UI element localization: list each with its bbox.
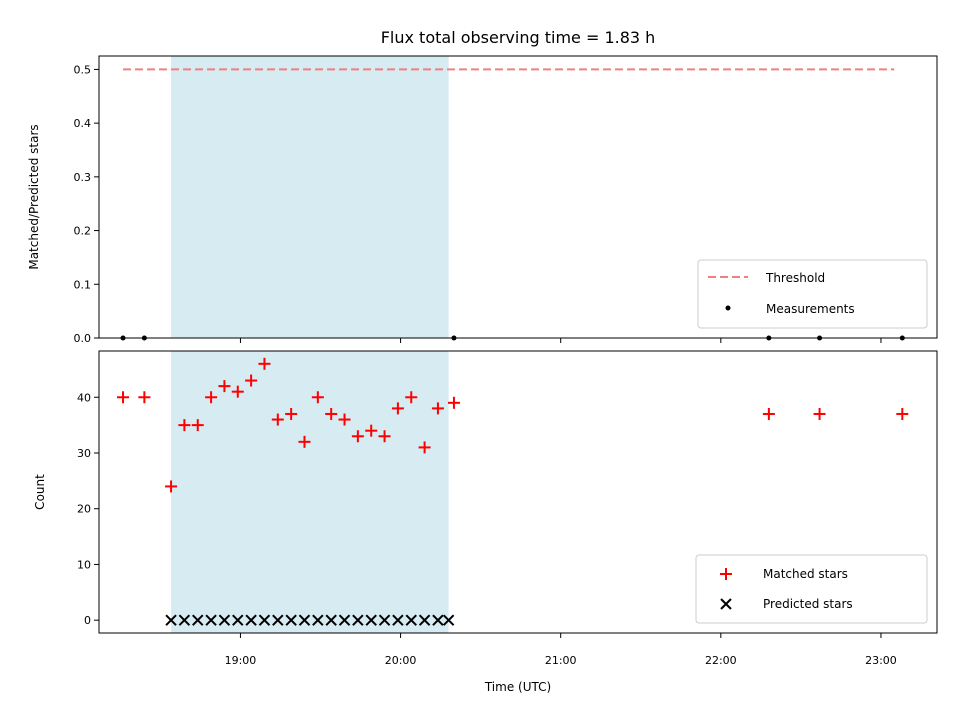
bottom-legend: Matched stars Predicted stars xyxy=(695,554,928,624)
chart-title: Flux total observing time = 1.83 h xyxy=(381,28,656,47)
legend-matched-label: Matched stars xyxy=(763,567,848,581)
y-tick-label: 30 xyxy=(77,447,91,460)
x-tick-label: 22:00 xyxy=(705,654,737,667)
y-tick-label: 0.3 xyxy=(74,171,92,184)
matched-star-point xyxy=(431,402,444,415)
predicted-star-point xyxy=(178,614,191,626)
matched-star-point xyxy=(245,374,258,387)
predicted-star-point xyxy=(365,614,377,626)
top-legend: Threshold Measurements xyxy=(697,259,928,329)
matched-star-point xyxy=(191,419,204,432)
bottom-legend-box xyxy=(695,554,928,624)
predicted-star-point xyxy=(392,614,404,626)
matched-star-point xyxy=(351,430,364,443)
y-tick-label: 40 xyxy=(77,391,91,404)
top-y-ticks: 0.0 0.1 0.2 0.3 0.4 0.5 xyxy=(74,63,99,345)
top-y-axis-label: Matched/Predicted stars xyxy=(27,124,41,269)
predicted-star-point xyxy=(258,614,271,626)
legend-measurements-label: Measurements xyxy=(766,302,855,316)
matched-star-point xyxy=(165,480,178,493)
y-tick-label: 0.4 xyxy=(74,117,92,130)
matched-star-point xyxy=(231,385,244,398)
matched-star-point xyxy=(338,413,351,426)
y-tick-label: 10 xyxy=(77,558,91,571)
bottom-x-ticks: 19:00 20:00 21:00 22:00 23:00 xyxy=(225,633,897,667)
predicted-star-point xyxy=(442,614,455,626)
predicted-star-point xyxy=(378,614,391,626)
legend-threshold-label: Threshold xyxy=(765,271,825,285)
matched-star-point xyxy=(117,391,130,404)
predicted-star-point xyxy=(338,614,351,626)
matched-star-point xyxy=(813,407,826,420)
predicted-star-point xyxy=(205,614,217,626)
matched-star-point xyxy=(325,407,338,420)
legend-measurements-swatch xyxy=(725,305,731,311)
matched-star-point xyxy=(378,430,391,443)
predicted-star-point xyxy=(405,614,417,626)
y-tick-label: 0.0 xyxy=(74,332,92,345)
matched-star-point xyxy=(258,357,271,370)
y-tick-label: 0.5 xyxy=(74,63,92,76)
y-tick-label: 20 xyxy=(77,503,91,516)
y-tick-label: 0.2 xyxy=(74,225,92,238)
predicted-star-point xyxy=(232,614,244,626)
predicted-star-point xyxy=(352,614,364,626)
legend-predicted-label: Predicted stars xyxy=(763,597,853,611)
predicted-star-point xyxy=(272,614,284,626)
x-tick-label: 21:00 xyxy=(545,654,577,667)
y-tick-label: 0.1 xyxy=(74,278,92,291)
y-tick-label: 0 xyxy=(84,614,91,627)
x-tick-label: 20:00 xyxy=(385,654,417,667)
matched-star-point xyxy=(311,391,324,404)
matched-star-point xyxy=(896,407,909,420)
bottom-panel: 0 10 20 30 40 19:00 20:00 21:00 22:00 23:00 Coun… xyxy=(33,350,938,694)
predicted-star-point xyxy=(432,614,444,626)
bottom-y-ticks: 0 10 20 30 40 xyxy=(77,391,99,627)
bottom-axes-frame xyxy=(98,350,938,634)
matched-star-point xyxy=(285,407,298,420)
top-legend-box xyxy=(697,259,928,329)
predicted-star-point xyxy=(192,614,204,626)
predicted-star-point xyxy=(285,614,297,626)
predicted-star-point xyxy=(165,614,177,626)
matched-star-point xyxy=(298,435,311,448)
matched-star-point xyxy=(447,396,460,409)
matched-star-point xyxy=(205,391,218,404)
x-axis-label: Time (UTC) xyxy=(484,680,551,694)
matched-star-point xyxy=(405,391,418,404)
matched-star-point xyxy=(391,402,404,415)
bottom-shaded-interval xyxy=(171,351,449,633)
matched-star-point xyxy=(218,380,231,393)
predicted-star-point xyxy=(325,614,337,626)
predicted-star-point xyxy=(245,614,257,626)
predicted-stars-points xyxy=(165,614,455,626)
top-shaded-interval xyxy=(171,56,449,338)
matched-stars-points xyxy=(117,357,909,493)
matched-star-point xyxy=(138,391,151,404)
top-x-ticks xyxy=(239,338,882,343)
matched-star-point xyxy=(178,419,191,432)
predicted-star-point xyxy=(218,614,231,626)
legend-predicted-swatch xyxy=(720,598,732,610)
bottom-y-axis-label: Count xyxy=(33,474,47,510)
matched-star-point xyxy=(271,413,284,426)
x-tick-label: 23:00 xyxy=(865,654,897,667)
top-axes-frame xyxy=(98,55,938,339)
x-tick-label: 19:00 xyxy=(225,654,257,667)
predicted-star-point xyxy=(418,614,431,626)
legend-matched-swatch xyxy=(720,568,732,580)
matched-star-point xyxy=(418,441,431,454)
matched-star-point xyxy=(365,424,378,437)
matched-star-point xyxy=(762,407,775,420)
predicted-star-point xyxy=(298,614,311,626)
predicted-star-point xyxy=(312,614,324,626)
top-panel: Flux total observing time = 1.83 h 0.00.… xyxy=(27,28,938,345)
